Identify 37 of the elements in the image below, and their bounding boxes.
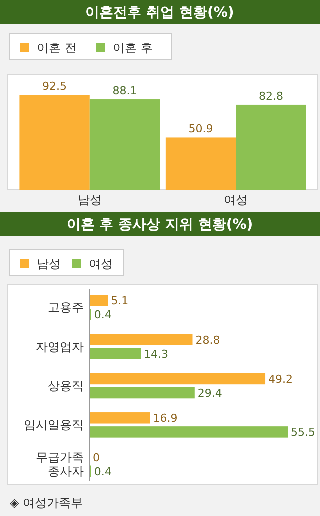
data-label: 14.3 — [144, 348, 169, 361]
bar — [90, 348, 142, 360]
data-label: 28.8 — [196, 334, 220, 347]
data-label: 0.4 — [94, 308, 112, 322]
bar — [90, 334, 193, 346]
data-label: 82.8 — [258, 90, 284, 103]
bar — [90, 295, 108, 306]
legend-label: 여성 — [89, 257, 113, 271]
data-label: 88.1 — [112, 84, 138, 98]
data-label: 92.5 — [42, 80, 68, 93]
y-tick-label: 무급가족 종사자 — [36, 450, 84, 478]
bar — [90, 426, 288, 438]
bar — [90, 412, 150, 424]
data-label: 0 — [93, 451, 100, 464]
bar — [90, 100, 160, 190]
y-tick-label: 상용직 — [48, 379, 84, 393]
y-tick-label: 임시일용직 — [24, 418, 84, 432]
bar — [236, 104, 306, 190]
bar — [90, 387, 195, 399]
data-label: 0.4 — [94, 465, 112, 478]
text: ◈ 여성가족부 — [10, 496, 84, 510]
y-tick-label: 고용주 — [48, 300, 84, 315]
bar — [90, 373, 266, 385]
legend-label: 남성 — [37, 257, 61, 271]
data-label: 50.9 — [188, 122, 214, 136]
legend-label: 이혼 전 — [37, 41, 77, 55]
y-tick-label: 자영업자 — [36, 340, 84, 354]
data-label: 16.9 — [153, 412, 178, 426]
data-label: 55.5 — [291, 426, 316, 440]
bar — [20, 95, 90, 190]
data-label: 29.4 — [198, 387, 222, 400]
data-label: 49.2 — [268, 372, 294, 386]
legend-label: 이혼 후 — [113, 41, 153, 55]
chart-title: 이혼전후 취업 현황(%) — [86, 5, 234, 21]
data-label: 5.1 — [111, 294, 129, 308]
chart-title: 이혼 후 종사상 지위 현황(%) — [66, 217, 254, 233]
bar — [166, 138, 236, 190]
